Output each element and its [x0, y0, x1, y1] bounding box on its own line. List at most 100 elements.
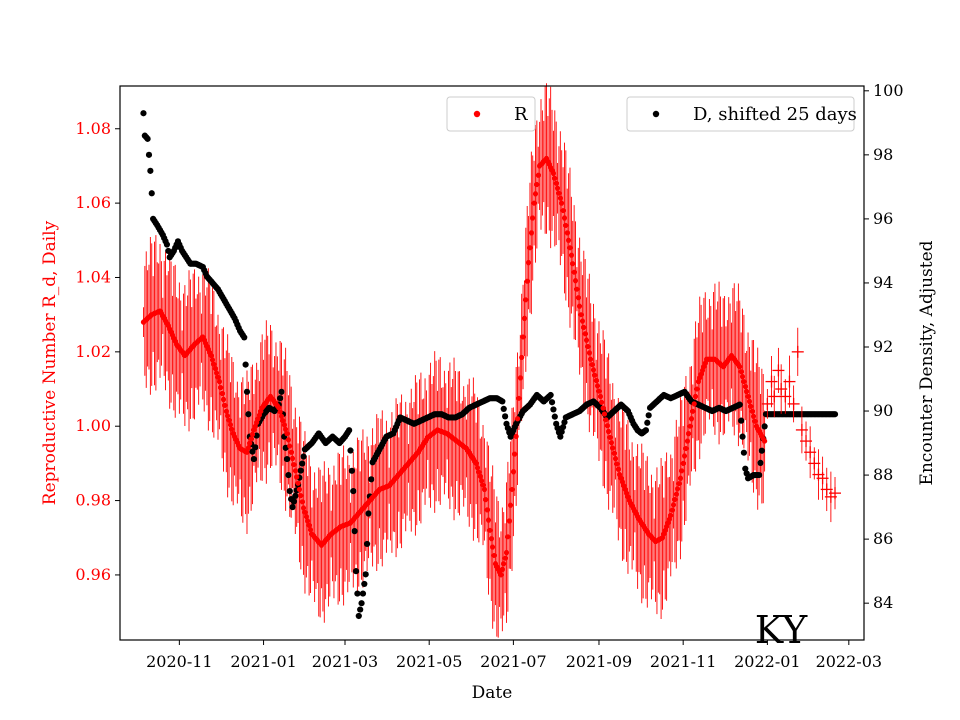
r-point [294, 474, 300, 480]
r-point [509, 486, 515, 493]
r-point [216, 378, 222, 385]
r-point [564, 230, 570, 236]
r-point [484, 507, 490, 513]
r-point [248, 436, 254, 442]
r-point [514, 416, 521, 422]
r-point [281, 422, 287, 428]
x-tick-label: 2022-03 [816, 652, 882, 671]
r-point [570, 261, 576, 267]
y-left-tick-label: 1.06 [75, 193, 111, 212]
d-point [500, 405, 507, 412]
r-point [686, 431, 692, 437]
r-point [215, 374, 221, 380]
r-point [303, 514, 309, 520]
r-point [596, 388, 602, 394]
y-right-tick-label: 100 [873, 81, 904, 100]
d-point [148, 190, 155, 197]
r-point [748, 403, 754, 409]
r-point [474, 465, 481, 471]
r-point [554, 185, 561, 191]
legend-d-marker [652, 110, 660, 118]
r-point [527, 245, 533, 251]
d-point [278, 388, 285, 395]
r-point [245, 445, 251, 451]
r-point [746, 398, 753, 405]
d-point [299, 460, 306, 467]
r-point [579, 318, 586, 324]
y-right-tick-label: 90 [873, 401, 893, 420]
r-point [566, 237, 572, 243]
d-point [163, 241, 171, 248]
r-point [306, 522, 312, 528]
r-point [575, 295, 581, 301]
d-point [140, 110, 147, 117]
d-point [346, 427, 353, 434]
r-point [687, 423, 693, 429]
d-point [352, 568, 360, 575]
r-point [296, 486, 303, 493]
r-point [672, 496, 678, 503]
r-point [606, 428, 612, 435]
r-point [225, 413, 231, 419]
r-point [517, 375, 523, 381]
r-point [600, 405, 606, 411]
r-point [739, 374, 746, 380]
r-point [220, 396, 227, 403]
d-point [361, 580, 368, 588]
state-label: KY [755, 608, 808, 652]
x-tick-label: 2021-07 [480, 652, 546, 671]
r-point [594, 383, 601, 389]
r-point [677, 475, 684, 481]
r-point [683, 445, 689, 452]
r-point [525, 260, 532, 266]
d-point [761, 423, 768, 430]
r-point [550, 170, 557, 176]
r-point [559, 200, 565, 206]
y-left-tick-label: 0.98 [75, 491, 111, 510]
r-point [299, 499, 305, 505]
y-right-tick-label: 92 [873, 337, 893, 356]
r-forecast-series [761, 327, 842, 523]
legend-d-box [626, 96, 855, 132]
r-point [567, 245, 573, 251]
r-point [291, 462, 297, 468]
y-left-tick-label: 1.08 [75, 119, 111, 138]
r-point [604, 423, 610, 429]
y-right-tick-label: 98 [873, 145, 893, 164]
d-point [289, 504, 296, 511]
d-point [644, 419, 651, 426]
x-tick-label: 2021-03 [312, 652, 378, 671]
d-point [283, 455, 291, 463]
d-point [347, 447, 354, 454]
y-right-tick-label: 96 [873, 209, 893, 228]
d-point [755, 471, 763, 479]
r-point [278, 413, 285, 419]
y-axis-right: 84 86 88 90 92 94 96 98 100 [864, 81, 904, 612]
r-point [593, 377, 599, 384]
r-point [503, 550, 510, 556]
r-point [208, 352, 214, 359]
d-point [550, 406, 557, 413]
d-point [145, 151, 153, 158]
d-point [285, 471, 292, 479]
x-tick-label: 2021-01 [230, 652, 296, 671]
d-point [292, 492, 299, 499]
r-point [295, 480, 301, 486]
r-point [524, 278, 530, 284]
r-point [534, 181, 540, 188]
r-point [510, 469, 516, 475]
r-point [692, 393, 699, 400]
d-point [357, 606, 364, 613]
r-point [610, 445, 616, 451]
r-point [607, 434, 613, 440]
d-point [250, 455, 257, 463]
r-point [519, 354, 525, 361]
r-point [688, 416, 695, 422]
r-point [608, 440, 614, 446]
r-point [586, 350, 592, 356]
x-axis: 2020-11 2021-01 2021-03 2021-05 2021-07 2021-… [146, 640, 882, 671]
r-point [552, 175, 558, 181]
d-point [363, 540, 371, 548]
r-point [611, 450, 617, 456]
r-point [209, 357, 216, 363]
